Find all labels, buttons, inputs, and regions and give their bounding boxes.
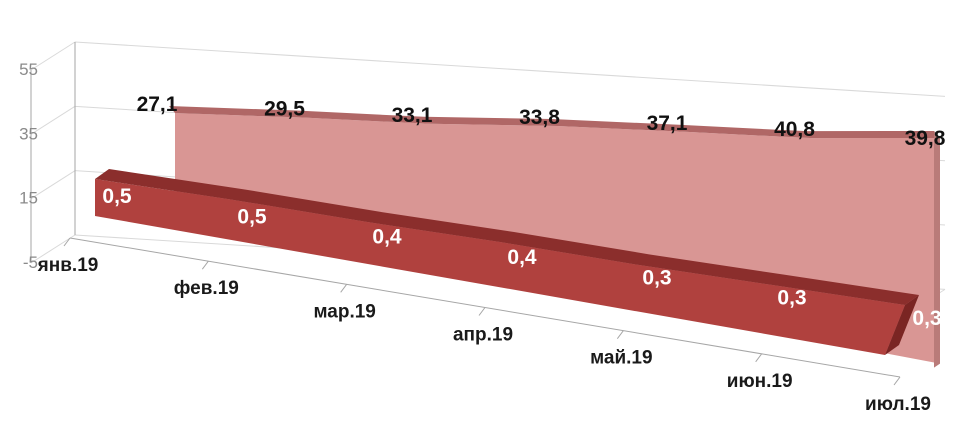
gridline-side-wall	[30, 234, 76, 264]
data-label-front: 0,5	[102, 185, 132, 208]
y-tick-label: -5	[23, 253, 38, 272]
data-label-back: 39,8	[905, 127, 946, 150]
x-tick-mark	[63, 237, 71, 247]
x-tick-label: мар.19	[313, 301, 375, 322]
back-series-side	[934, 130, 940, 368]
back-series-top	[169, 106, 940, 139]
y-axis-ticks: 55 35 15 -5	[19, 60, 38, 272]
data-label-back: 37,1	[647, 112, 688, 135]
x-tick-label: апр.19	[453, 325, 513, 346]
x-tick-label: июл.19	[865, 394, 931, 415]
x-tick-label: май.19	[590, 348, 652, 369]
gridline-side-wall	[30, 170, 76, 200]
data-label-back: 33,8	[519, 106, 560, 129]
x-tick-mark	[893, 376, 901, 386]
data-label-back: 27,1	[137, 93, 178, 116]
x-tick-mark	[478, 307, 486, 316]
front-series-area	[95, 179, 905, 355]
data-label-front: 0,4	[372, 226, 402, 249]
front-series-side	[885, 295, 919, 355]
data-label-front: 0,3	[912, 307, 941, 330]
gridline-back-wall	[74, 41, 946, 97]
front-series-top	[95, 169, 919, 305]
x-tick-mark	[340, 284, 348, 293]
data-label-back: 40,8	[774, 118, 815, 141]
x-axis-ticks: янв.19 фев.19 мар.19 апр.19 май.19 июн.19 июл.…	[37, 237, 931, 415]
series-front	[95, 169, 919, 355]
y-tick-label: 55	[19, 60, 38, 79]
gridline-side-wall	[30, 105, 76, 135]
data-label-front: 0,4	[507, 246, 537, 269]
data-label-back: 29,5	[264, 98, 305, 121]
x-tick-label: янв.19	[37, 255, 99, 276]
y-tick-label: 15	[19, 189, 38, 208]
gridline-side-wall	[30, 41, 76, 71]
x-tick-mark	[616, 330, 624, 339]
x-tick-label: фев.19	[174, 278, 239, 299]
y-tick-label: 35	[19, 124, 38, 143]
data-labels-back: 27,1 29,5 33,1 33,8 37,1 40,8 39,8	[137, 93, 946, 150]
data-label-front: 0,3	[777, 287, 806, 310]
x-tick-mark	[755, 353, 763, 363]
data-label-front: 0,5	[237, 205, 267, 228]
x-tick-mark	[201, 260, 209, 270]
data-label-front: 0,3	[642, 266, 671, 289]
data-label-back: 33,1	[392, 104, 433, 127]
x-tick-label: июн.19	[727, 371, 793, 392]
data-labels-front: 0,5 0,5 0,4 0,4 0,3 0,3 0,3	[102, 185, 941, 330]
